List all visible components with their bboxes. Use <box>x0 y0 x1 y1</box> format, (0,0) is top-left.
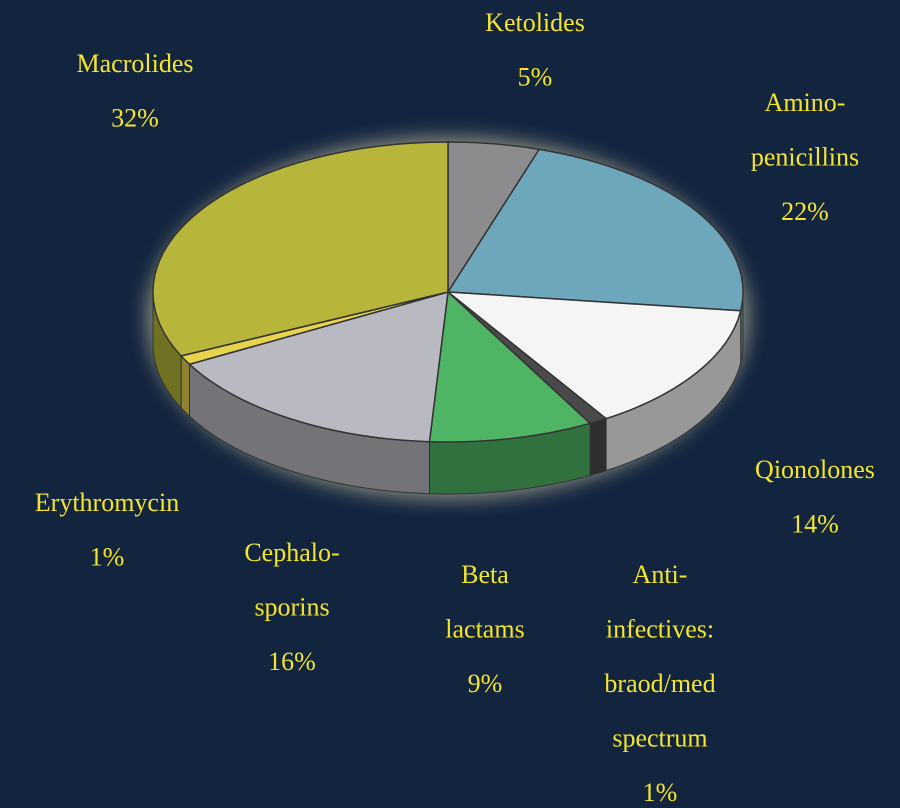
slice-label: Qionolones <box>755 455 875 484</box>
slice-label: Ketolides <box>485 8 585 37</box>
slice <box>187 290 449 443</box>
slice-label: Cephalo- <box>244 538 339 567</box>
slice-label: Macrolides <box>77 49 194 78</box>
slice-value-label: 14% <box>791 509 839 538</box>
slice-value-label: 9% <box>468 669 503 698</box>
slice-label: braod/med <box>604 669 715 698</box>
slice-value-label: 1% <box>643 778 678 807</box>
slice <box>445 291 742 420</box>
slice-label: Erythromycin <box>35 488 179 517</box>
slice-value-label: 16% <box>268 647 316 676</box>
slice-label: infectives: <box>606 614 714 643</box>
slice-value-label: 32% <box>111 103 159 132</box>
slice-label: Amino- <box>765 88 846 117</box>
slice-side <box>589 417 607 477</box>
slice-label: Anti- <box>633 560 688 589</box>
slice-value-label: 22% <box>781 197 829 226</box>
slice-side <box>180 354 190 418</box>
slice <box>152 141 449 357</box>
slice-value-label: 5% <box>518 62 553 91</box>
slice <box>428 290 592 443</box>
slice-label: penicillins <box>751 142 859 171</box>
slice-label: spectrum <box>612 723 707 752</box>
slice <box>446 148 744 312</box>
slice-value-label: 1% <box>90 542 125 571</box>
slice-label: lactams <box>445 614 524 643</box>
slice-label: Beta <box>461 560 509 589</box>
slice-label: sporins <box>254 592 329 621</box>
